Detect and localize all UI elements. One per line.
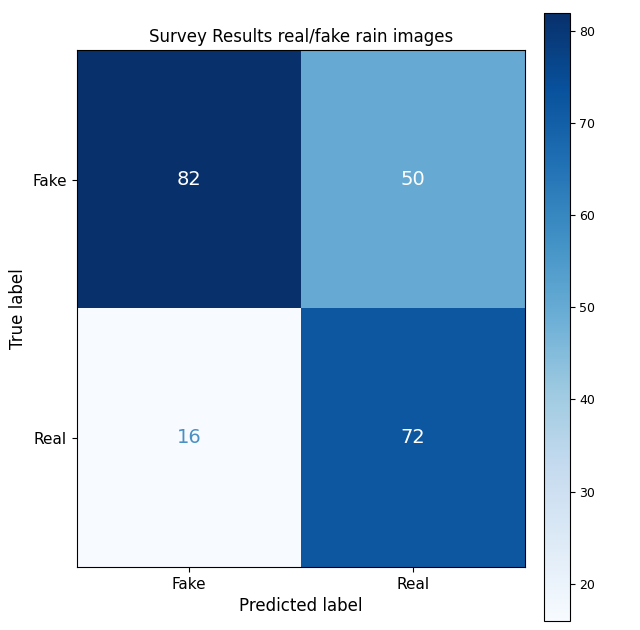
Text: 82: 82 <box>177 170 201 189</box>
Title: Survey Results real/fake rain images: Survey Results real/fake rain images <box>148 28 453 46</box>
Y-axis label: True label: True label <box>9 268 27 349</box>
Text: 72: 72 <box>401 428 425 447</box>
X-axis label: Predicted label: Predicted label <box>239 597 362 616</box>
Text: 50: 50 <box>401 170 425 189</box>
Text: 16: 16 <box>177 428 201 447</box>
